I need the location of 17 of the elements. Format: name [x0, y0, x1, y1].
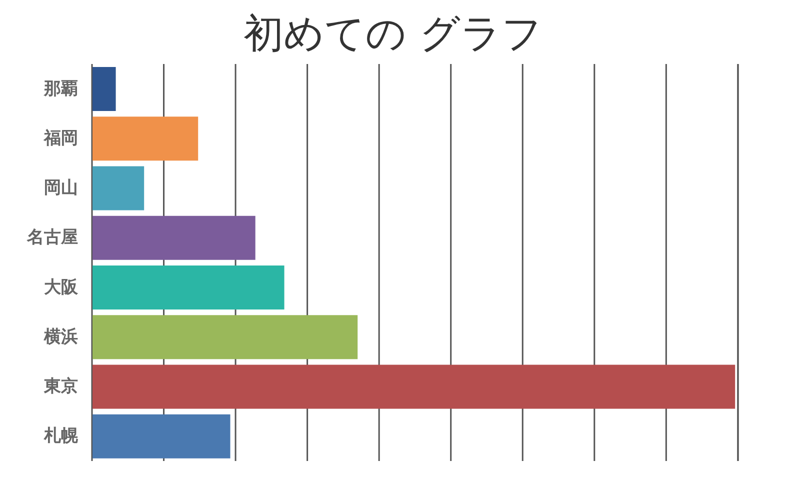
bar: [92, 116, 198, 161]
y-tick-label: 横浜: [43, 326, 78, 347]
bar: [92, 315, 358, 360]
bar: [92, 67, 116, 111]
bar: [92, 266, 284, 310]
bar: [92, 216, 256, 260]
y-tick-label: 那覇: [43, 78, 78, 99]
y-tick-label: 名古屋: [26, 228, 78, 248]
bar: [92, 414, 230, 458]
bar: [92, 166, 144, 210]
y-tick-label: 岡山: [44, 178, 78, 198]
bar: [92, 364, 736, 409]
chart-title: 初めての グラフ: [242, 10, 544, 59]
y-tick-label: 東京: [43, 376, 78, 397]
y-tick-label: 福岡: [43, 128, 78, 148]
y-tick-label: 大阪: [44, 277, 79, 298]
y-tick-label: 札幌: [43, 426, 79, 446]
